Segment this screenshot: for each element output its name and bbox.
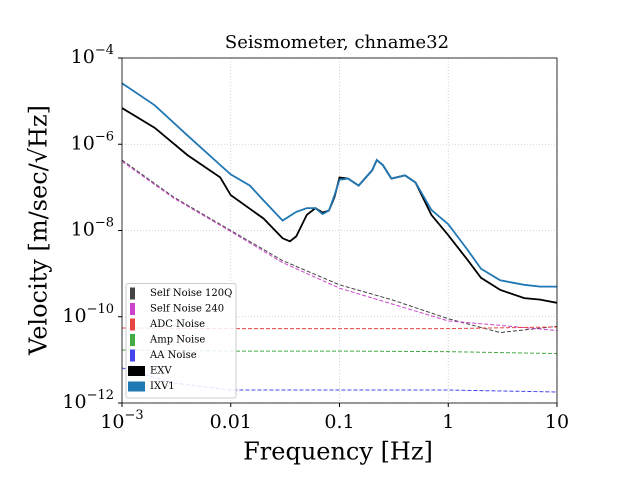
legend-swatch xyxy=(128,366,145,376)
tick-label: 10−10 xyxy=(62,301,114,327)
series-line xyxy=(122,159,557,334)
chart-title: Seismometer, chname32 xyxy=(225,32,449,53)
legend-label: EXV xyxy=(150,366,172,377)
legend-label: IXV1 xyxy=(150,381,175,392)
legend-swatch xyxy=(128,381,145,392)
tick-label: 10−8 xyxy=(71,215,114,241)
series-line xyxy=(122,82,557,288)
y-axis-label: Velocity [m/sec/√Hz] xyxy=(25,105,53,356)
legend-label: Self Noise 240 xyxy=(150,304,224,315)
tick-label: 10 xyxy=(545,411,569,433)
tick-label: 10−12 xyxy=(62,388,114,414)
legend-swatch xyxy=(130,349,135,362)
legend-label: Self Noise 120Q xyxy=(150,288,232,299)
legend-label: AA Noise xyxy=(149,350,197,361)
legend-box xyxy=(125,283,237,399)
legend-swatch xyxy=(130,318,135,331)
tick-label: 10−4 xyxy=(71,43,114,69)
series-line xyxy=(122,161,557,331)
tick-label: 10−6 xyxy=(71,129,114,155)
legend-swatch xyxy=(130,287,135,300)
legend-label: Amp Noise xyxy=(149,335,205,346)
x-axis-label: Frequency [Hz] xyxy=(243,438,433,466)
plot-frame xyxy=(121,57,558,404)
tick-label: 0.1 xyxy=(324,411,354,433)
tick-label: 0.01 xyxy=(210,411,252,433)
legend-swatch xyxy=(130,303,135,315)
tick-label: 1 xyxy=(442,411,454,433)
legend-label: ADC Noise xyxy=(149,319,205,330)
tick-label: 10−3 xyxy=(100,408,143,434)
legend-swatch xyxy=(130,334,135,346)
